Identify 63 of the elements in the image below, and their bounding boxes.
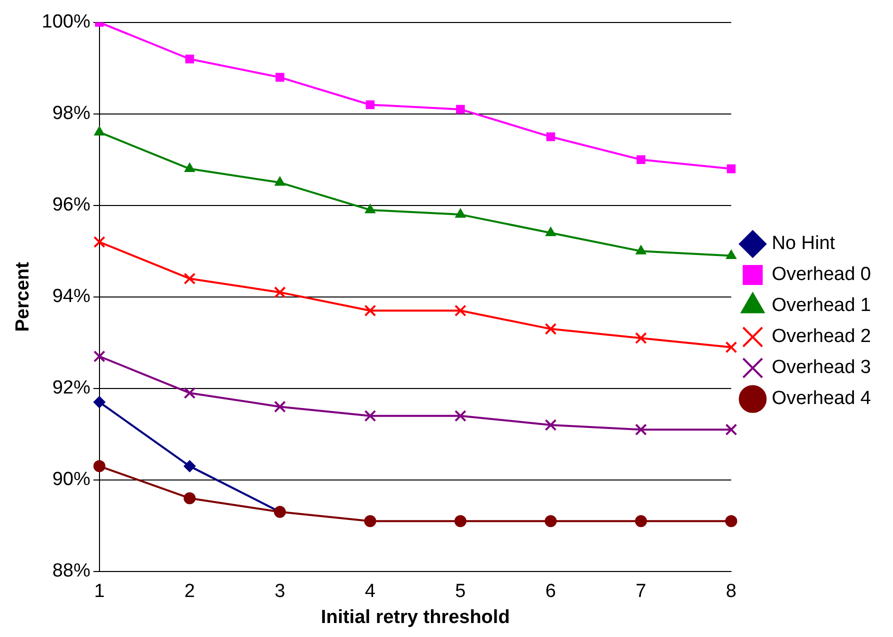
point xyxy=(544,515,557,528)
point xyxy=(184,162,195,172)
y-tick-label: 100% xyxy=(42,12,90,33)
point xyxy=(636,155,646,164)
point xyxy=(184,272,196,285)
point xyxy=(184,460,196,472)
point xyxy=(544,322,557,335)
point xyxy=(546,132,556,142)
legend-label: No Hint xyxy=(772,233,836,254)
x-tick-label: 3 xyxy=(274,581,286,602)
x-tick-label: 1 xyxy=(94,581,105,602)
point xyxy=(93,350,106,362)
point xyxy=(185,54,194,64)
x-axis-title: Initial retry threshold xyxy=(320,606,510,628)
y-tick-label: 98% xyxy=(52,103,90,124)
x-tick-label: 7 xyxy=(636,581,646,602)
x-tick-label: 2 xyxy=(184,581,195,602)
legend-label: Overhead 0 xyxy=(772,264,872,286)
point xyxy=(725,341,738,354)
point xyxy=(364,515,376,528)
point xyxy=(93,460,106,472)
point xyxy=(635,424,647,436)
x-tick-label: 6 xyxy=(545,581,556,602)
point xyxy=(725,515,738,528)
point xyxy=(545,226,556,236)
point xyxy=(93,236,106,248)
point xyxy=(636,245,646,254)
point xyxy=(454,515,466,528)
y-axis-title: Percent xyxy=(12,261,34,332)
legend-label: Overhead 4 xyxy=(772,388,872,410)
point xyxy=(455,208,466,218)
legend-label: Overhead 1 xyxy=(772,295,872,316)
point xyxy=(184,387,196,399)
point xyxy=(274,400,286,413)
x-tick-label: 4 xyxy=(364,581,376,602)
point xyxy=(364,304,376,317)
point xyxy=(94,126,105,136)
point xyxy=(276,72,284,82)
y-tick-label: 88% xyxy=(52,560,90,582)
point xyxy=(726,250,736,259)
point xyxy=(725,424,738,436)
x-tick-label: 8 xyxy=(726,581,737,602)
point xyxy=(456,104,465,114)
point xyxy=(93,396,106,408)
y-tick-label: 90% xyxy=(52,469,90,490)
legend-label: Overhead 3 xyxy=(772,357,872,378)
y-tick-label: 94% xyxy=(52,286,90,308)
point xyxy=(364,204,376,214)
point xyxy=(634,515,647,528)
y-tick-label: 92% xyxy=(52,378,90,399)
point xyxy=(184,492,196,504)
point xyxy=(274,176,286,186)
y-tick-label: 96% xyxy=(52,194,90,216)
point xyxy=(366,100,375,110)
point xyxy=(274,286,286,298)
point xyxy=(635,332,647,344)
point xyxy=(726,164,736,174)
x-tick-label: 5 xyxy=(455,581,466,602)
point xyxy=(454,410,466,422)
legend-label: Overhead 2 xyxy=(772,326,872,348)
point xyxy=(364,410,376,422)
point xyxy=(544,419,557,431)
point xyxy=(454,304,466,317)
